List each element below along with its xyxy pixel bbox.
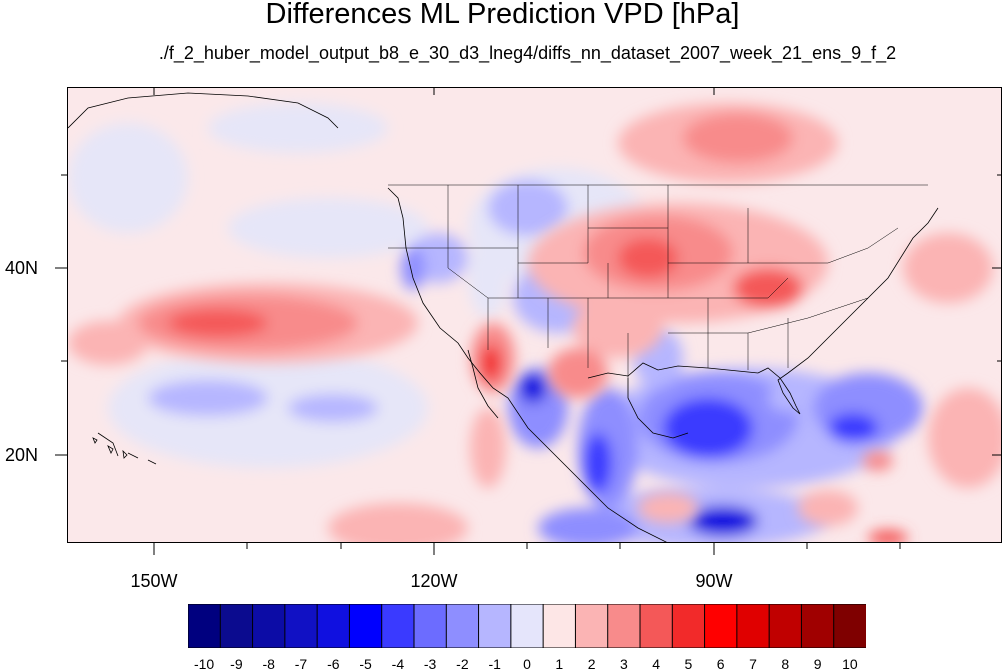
colorbar-label: 5: [684, 656, 693, 672]
colorbar: [188, 604, 866, 648]
colorbar-swatch: [445, 604, 480, 648]
colorbar-swatch: [542, 604, 577, 648]
colorbar-swatch: [316, 604, 351, 648]
hawaii-islands: [92, 437, 128, 459]
map-subtitle: ./f_2_huber_model_output_b8_e_30_d3_lneg…: [158, 43, 897, 63]
colorbar-swatch: [607, 604, 641, 648]
colorbar-swatch: [574, 604, 609, 648]
colorbar-label: 9: [813, 656, 822, 672]
colorbar-label: 2: [587, 656, 596, 672]
colorbar-swatch: [704, 604, 738, 648]
colorbar-swatch: [639, 604, 674, 648]
colorbar-swatch: [671, 604, 706, 648]
colorbar-swatch: [284, 604, 319, 648]
lon-label-120w: 120W: [410, 571, 458, 591]
colorbar-swatch: [736, 604, 771, 648]
lat-label-20n: 20N: [4, 445, 38, 465]
colorbar-swatch: [252, 604, 286, 648]
colorbar-swatch: [833, 604, 866, 648]
colorbar-label: 7: [749, 656, 757, 672]
lon-label-90w: 90W: [695, 571, 733, 591]
state-borders: [388, 184, 928, 378]
map-title: Differences ML Prediction VPD [hPa]: [265, 0, 740, 30]
colorbar-label: 8: [781, 656, 790, 672]
colorbar-label: -9: [230, 656, 243, 672]
colorbar-label: -6: [327, 656, 340, 672]
colorbar-label: 0: [523, 656, 531, 672]
colorbar-swatch: [381, 604, 416, 648]
colorbar-label: 3: [619, 656, 628, 672]
colorbar-label: -3: [423, 656, 437, 672]
lat-label-40n: 40N: [4, 258, 38, 278]
colorbar-swatch: [800, 604, 835, 648]
colorbar-label: 1: [555, 656, 564, 672]
colorbar-label: -1: [488, 656, 501, 672]
colorbar-swatch: [219, 604, 254, 648]
colorbar-label: -2: [456, 656, 469, 672]
colorbar-label: 10: [842, 656, 858, 672]
colorbar-label: -8: [262, 656, 275, 672]
colorbar-swatch: [768, 604, 803, 648]
colorbar-label: 6: [716, 656, 725, 672]
colorbar-swatch: [348, 604, 383, 648]
colorbar-label: -7: [294, 656, 308, 672]
lon-label-150w: 150W: [130, 571, 178, 591]
colorbar-labels: -10 -9 -8 -7 -6 -5 -4 -3 -2 -1 0 1 2 3 4 5 6 7 8 9 10: [0, 656, 1005, 672]
colorbar-label: 4: [652, 656, 660, 672]
colorbar-swatch: [510, 604, 545, 648]
colorbar-label: -10: [193, 656, 215, 672]
colorbar-swatch: [413, 604, 448, 648]
colorbar-swatch: [188, 604, 222, 648]
colorbar-label: -5: [359, 656, 372, 672]
colorbar-label: -4: [391, 656, 405, 672]
colorbar-swatch: [478, 604, 512, 648]
vpd-difference-map: [67, 87, 1002, 543]
